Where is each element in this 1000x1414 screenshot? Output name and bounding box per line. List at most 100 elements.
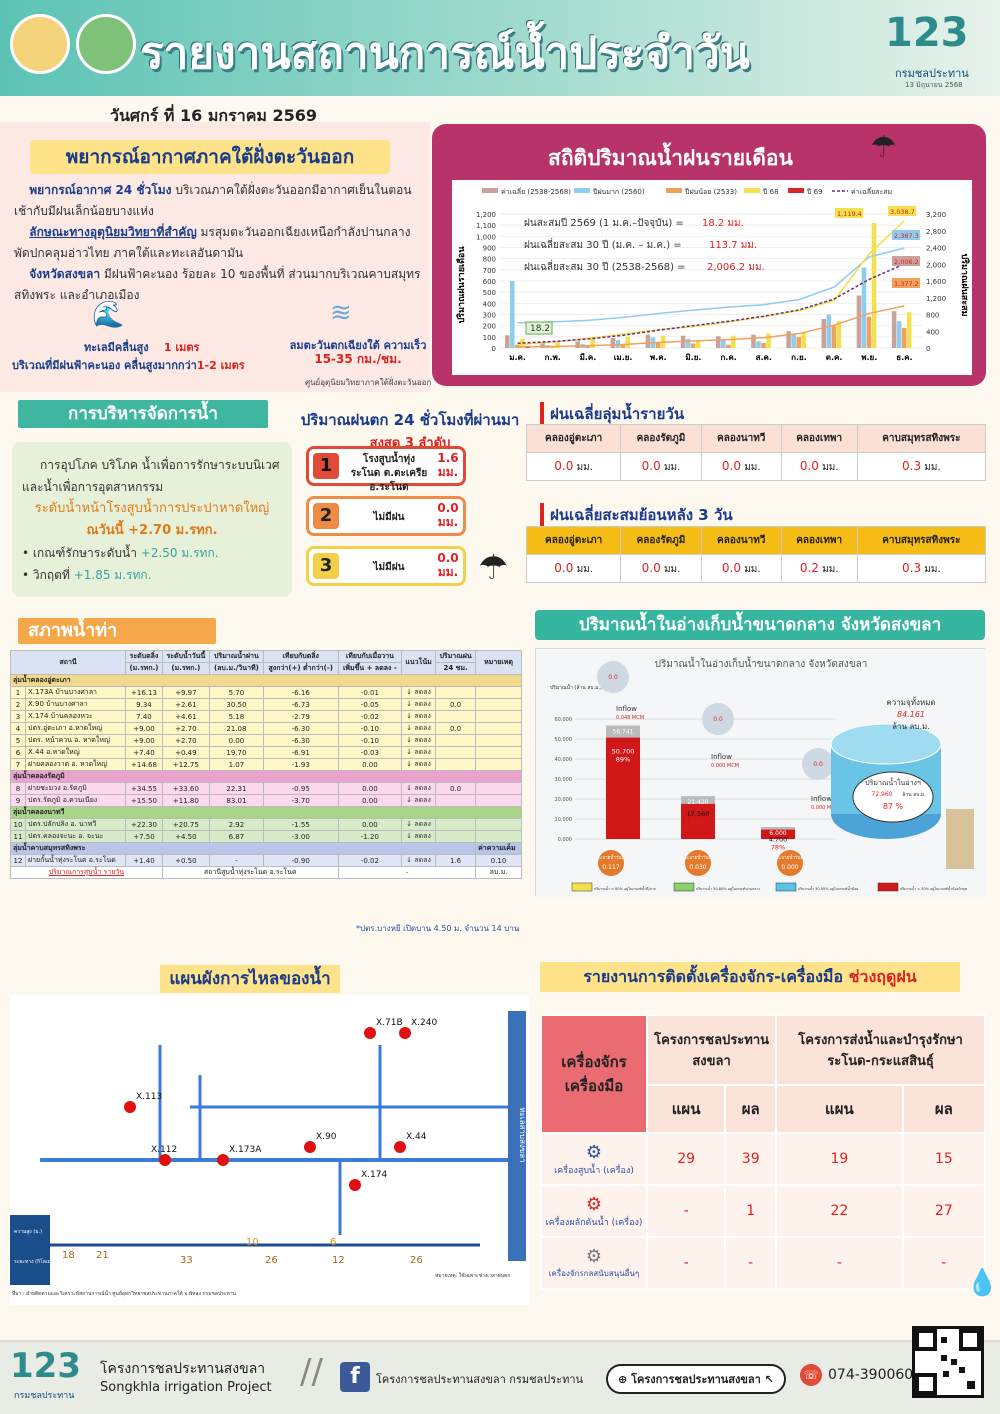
footer-name-th: โครงการชลประทานสงขลา <box>100 1361 266 1377</box>
table-cell <box>435 794 477 807</box>
table-cell: ↓ ลดลง <box>401 758 437 771</box>
table-cell: -6.30 <box>262 722 339 735</box>
rank-value-1: 1.6 มม. <box>437 451 459 479</box>
table-cell: +34.55 <box>125 782 163 795</box>
bar-3 <box>555 341 560 348</box>
stat-value: 2,006.2 มม. <box>707 262 765 273</box>
table-cell: -0.95 <box>262 782 339 795</box>
plan-header: แผน <box>645 1084 727 1134</box>
legend-swatch <box>744 188 760 193</box>
rank-box-3: 3 ไม่มีฝน 0.0 มม. <box>306 546 466 586</box>
extra-note: ค่าความเค็ม <box>475 842 522 855</box>
table-cell: 7 <box>9 758 27 771</box>
rank-num-1: 1 <box>313 453 339 479</box>
table-cell: -0.02 <box>337 710 403 723</box>
basin-col: คาบสมุทรสทิงพระ <box>856 526 987 555</box>
storm-value: 1-2 เมตร <box>196 359 245 372</box>
basin-col: คลองรัตภูมิ <box>620 526 702 555</box>
res-legend-label: ปริมาณน้ำ < 30% อยู่ในเกณฑ์น้ำน้อยวิกฤต <box>900 886 968 891</box>
station-label: X.71B <box>376 1018 403 1028</box>
cloud-icon <box>597 661 629 693</box>
pump-label: ปริมาณการสูบน้ำ รายวัน <box>10 866 163 879</box>
basin-cell: 0.0 มม. <box>700 452 782 481</box>
wind-icon: ≋ <box>330 298 352 328</box>
port-note: *ปตร.บางหยี เปิดบาน 4.50 ม. จำนวน 14 บาน <box>356 924 520 933</box>
hour-label: 26 <box>265 1255 278 1266</box>
machine-value: 29 <box>645 1132 727 1186</box>
y-tick-label: 1,100 <box>476 222 496 230</box>
table-row: 7 ฝายคลองวาด อ. หาดใหญ่ +14.68 +12.75 1.07 -1… <box>9 758 522 771</box>
basin-3day-table: คลองอู่ตะเภา คลองรัตภูมิ คลองนาทวี คลองเ… <box>525 526 987 583</box>
mgmt-text: การอุปโภค บริโภค น้ำเพื่อการรักษาระบบนิเ… <box>22 458 280 494</box>
mgmt-level-label: ระดับน้ำหน้าโรงสูบน้ำการประปาหาดใหญ่ <box>34 501 270 516</box>
basin-col: คลองเทพา <box>780 424 858 453</box>
bullet2-label: วิกฤตที่ <box>32 568 70 582</box>
legend-label: ค่าเฉลี่ยสะสม <box>851 187 892 196</box>
table-row: 11 ปตร.คลองจะนะ อ. จะนะ +7.50 +4.50 6.87 -3.0… <box>9 830 522 843</box>
monthly-rain-chart: ค่าเฉลี่ย (2538-2568) ปีฝนมาก (2560) ปีฝนน… <box>455 187 970 362</box>
y-tick-label: 500 <box>483 289 496 297</box>
table-cell: -2.79 <box>262 710 339 723</box>
table-cell: 3 <box>9 710 27 723</box>
table-cell: 22.31 <box>208 782 264 795</box>
pump-station: สถานีสูบน้ำทุ่งระโนด อ.ระโนด <box>161 866 339 879</box>
y-tick-label: 0 <box>492 345 496 353</box>
table-cell: -6.73 <box>262 698 339 711</box>
table-cell: 21.08 <box>208 722 264 735</box>
water-drop-mascot-icon: 💧 <box>966 1268 999 1298</box>
table-header: สถานี <box>9 650 127 675</box>
table-cell: -6.30 <box>262 734 339 747</box>
basin-cell: 0.3 มม. <box>856 554 987 583</box>
release-label: ระบายน้ำวันนี้ <box>597 854 625 861</box>
bullet2-value: +1.85 ม.รทก. <box>73 568 152 582</box>
table-cell: +2.70 <box>161 722 210 735</box>
table-cell: ↓ ลดลง <box>401 794 437 807</box>
station-marker <box>349 1179 361 1191</box>
res-ytick: 60.000 <box>555 717 573 723</box>
facebook-icon[interactable]: f <box>340 1362 370 1392</box>
bar-2 <box>901 327 907 348</box>
in-pct: 87 % <box>883 802 904 811</box>
table-cell: +16.13 <box>125 686 163 699</box>
table-cell: 1.07 <box>208 758 264 771</box>
bar-1 <box>791 334 796 348</box>
release-value: 0.000 <box>781 864 798 871</box>
machine-name: ⚙ เครื่องจักรกลสนับสนุนอื่นๆ <box>540 1236 648 1290</box>
res-rain-label: 0.0 <box>608 674 618 681</box>
stat-label: ฝนสะสมปี 2569 (1 ม.ค.–ปัจจุบัน) = <box>524 217 684 229</box>
phone-number[interactable]: 074-390060 <box>828 1367 914 1383</box>
search-pill[interactable]: ⊕ โครงการชลประทานสงขลา ↖ <box>606 1364 786 1394</box>
station-marker <box>394 1141 406 1153</box>
table-cell: +1.40 <box>125 854 163 867</box>
table-cell: +0.49 <box>161 746 210 759</box>
total-unit: ล้าน ลบ.ม. <box>892 722 930 731</box>
table-cell: 5.18 <box>208 710 264 723</box>
forecast-24h-text: บริเวณภาคใต้ฝั่งตะวันออกมีอากาศเย็นในตอน… <box>14 183 412 218</box>
table-cell: 10 <box>9 818 27 831</box>
rank-num-3: 3 <box>313 553 339 579</box>
cloud-icon <box>702 703 734 735</box>
res-ytick: 20.000 <box>555 797 573 803</box>
machine-value: - <box>775 1236 904 1290</box>
table-cell <box>475 782 522 795</box>
rank-station-1: โรงสูบน้ำทุ่งระโนด ต.ตะเครีย อ.ระโนด <box>350 454 428 493</box>
machine-value: 19 <box>775 1132 904 1186</box>
table-cell: ฝายคลองวาด อ. หาดใหญ่ <box>25 758 127 771</box>
table-cell: X.173A บ้านบางศาลา <box>25 686 127 699</box>
bar-2 <box>620 344 626 348</box>
avg-cumulative-line <box>517 263 905 344</box>
annotation-box <box>892 278 920 288</box>
table-cell: +9.97 <box>161 686 210 699</box>
y2-tick-label: 3,200 <box>926 211 946 219</box>
table-cell: X.90 บ้านบางศาลา <box>25 698 127 711</box>
table-cell: 2 <box>9 698 27 711</box>
table-cell: -0.05 <box>337 698 403 711</box>
facebook-page-link[interactable]: โครงการชลประทานสงขลา กรมชลประทาน <box>376 1373 584 1386</box>
table-cell: -1.93 <box>262 758 339 771</box>
table-cell: 5 <box>9 734 27 747</box>
station-label: X.173A <box>229 1145 262 1155</box>
qr-code[interactable] <box>912 1326 984 1398</box>
table-subheader: เพิ่มขึ้น + ลดลง - <box>337 662 403 675</box>
station-marker <box>217 1154 229 1166</box>
res-legend-swatch <box>571 882 593 892</box>
